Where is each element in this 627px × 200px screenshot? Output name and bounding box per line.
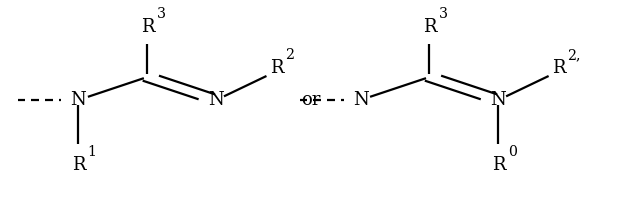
Text: R: R bbox=[141, 18, 155, 36]
Text: R: R bbox=[552, 59, 566, 77]
Text: N: N bbox=[70, 91, 87, 109]
Text: N: N bbox=[208, 91, 224, 109]
Text: N: N bbox=[352, 91, 369, 109]
Text: R: R bbox=[492, 156, 506, 174]
Text: N: N bbox=[490, 91, 507, 109]
Text: 2,: 2, bbox=[567, 48, 581, 62]
Text: 2: 2 bbox=[285, 48, 294, 62]
Text: R: R bbox=[270, 59, 283, 77]
Text: R: R bbox=[423, 18, 437, 36]
Text: or: or bbox=[301, 91, 320, 109]
Text: 3: 3 bbox=[439, 7, 448, 21]
Text: 0: 0 bbox=[508, 145, 517, 159]
Text: 1: 1 bbox=[88, 145, 97, 159]
Text: 3: 3 bbox=[157, 7, 166, 21]
Text: R: R bbox=[72, 156, 86, 174]
